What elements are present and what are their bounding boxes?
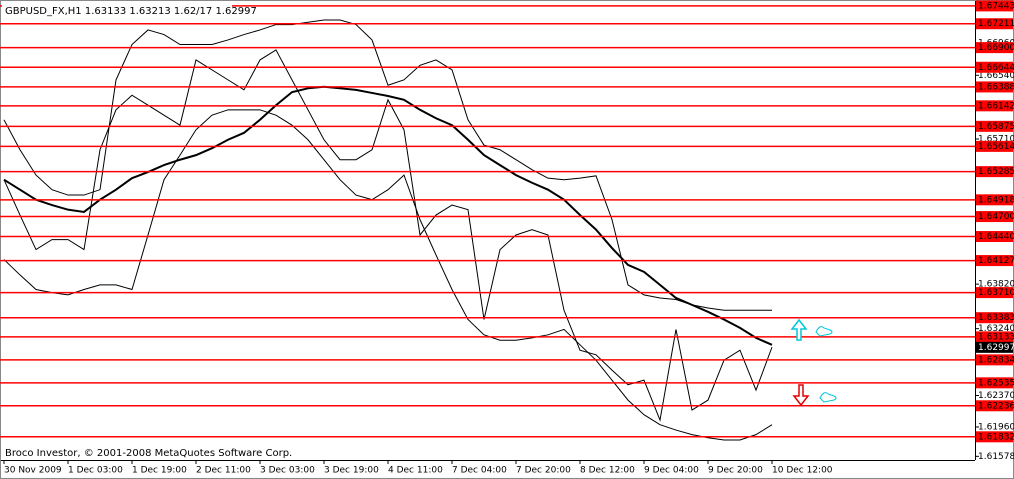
level-label-bg bbox=[976, 231, 1013, 243]
y-tick-label: 1.62370 bbox=[978, 391, 1014, 401]
buy-signal bbox=[790, 318, 833, 341]
level-label: 1.62535 bbox=[978, 378, 1014, 388]
level-label-bg bbox=[976, 431, 1013, 443]
x-tick-label: 9 Dec 04:00 bbox=[644, 466, 699, 476]
hand-icon bbox=[819, 392, 837, 403]
sell-signal bbox=[792, 384, 837, 407]
level-label-bg bbox=[976, 140, 1013, 152]
x-tick-label: 7 Dec 04:00 bbox=[452, 466, 507, 476]
level-label: 1.62236 bbox=[978, 401, 1014, 411]
level-label-bg bbox=[976, 42, 1013, 54]
level-label: 1.67443 bbox=[978, 1, 1014, 11]
x-tick-label: 4 Dec 11:00 bbox=[388, 466, 443, 476]
x-tick-label: 8 Dec 12:00 bbox=[580, 466, 635, 476]
level-label: 1.63383 bbox=[978, 313, 1014, 323]
level-label-bg bbox=[976, 81, 1013, 93]
level-label: 1.64440 bbox=[978, 232, 1014, 242]
y-tick-label: 1.65710 bbox=[978, 134, 1014, 144]
price-line bbox=[3, 49, 773, 422]
level-label: 1.66644 bbox=[978, 63, 1014, 73]
y-tick-label: 1.61960 bbox=[978, 422, 1014, 432]
level-label-bg bbox=[976, 18, 1013, 30]
level-label: 1.63710 bbox=[978, 288, 1014, 298]
price-line bbox=[3, 85, 773, 346]
down-arrow bbox=[792, 384, 810, 407]
current-price-bg bbox=[976, 341, 1013, 353]
x-tick-label: 10 Dec 12:00 bbox=[772, 466, 833, 476]
level-label-bg bbox=[976, 331, 1013, 343]
chart-title: GBPUSD_FX,H1 1.63133 1.63213 1.62/17 1.6… bbox=[5, 6, 257, 17]
hand-icon bbox=[815, 326, 833, 337]
level-label-bg bbox=[976, 312, 1013, 324]
level-label: 1.67211 bbox=[978, 19, 1014, 29]
level-label: 1.66142 bbox=[978, 101, 1014, 111]
price-line bbox=[3, 109, 773, 441]
x-tick-label: 30 Nov 2009 bbox=[4, 466, 62, 476]
level-label-bg bbox=[976, 377, 1013, 389]
x-tick-label: 1 Dec 03:00 bbox=[68, 466, 123, 476]
footer: Broco Investor, © 2001-2008 MetaQuotes S… bbox=[5, 448, 292, 459]
level-label-bg bbox=[976, 0, 1013, 12]
level-label: 1.64127 bbox=[978, 256, 1014, 266]
y-tick-label: 1.61578 bbox=[978, 452, 1014, 462]
level-label: 1.66900 bbox=[978, 43, 1014, 53]
x-tick-label: 1 Dec 19:00 bbox=[132, 466, 187, 476]
x-tick-label: 7 Dec 20:00 bbox=[516, 466, 571, 476]
footer-bg bbox=[2, 446, 272, 459]
level-label-bg bbox=[976, 166, 1013, 178]
title-bg bbox=[2, 4, 232, 17]
level-label-bg bbox=[976, 100, 1013, 112]
level-label: 1.62834 bbox=[978, 355, 1014, 365]
x-tick-label: 2 Dec 11:00 bbox=[196, 466, 251, 476]
level-label-bg bbox=[976, 255, 1013, 267]
y-tick-label: 1.66540 bbox=[978, 71, 1014, 81]
price-line bbox=[3, 19, 772, 311]
level-label-bg bbox=[976, 194, 1013, 206]
level-label-bg bbox=[976, 400, 1013, 412]
level-label-bg bbox=[976, 354, 1013, 366]
level-label: 1.66388 bbox=[978, 82, 1014, 92]
level-label: 1.61832 bbox=[978, 432, 1014, 442]
level-label-bg bbox=[976, 211, 1013, 223]
level-label: 1.64700 bbox=[978, 212, 1014, 222]
y-tick-label: 1.63820 bbox=[978, 280, 1014, 290]
level-label-bg bbox=[976, 287, 1013, 299]
y-tick-label: 1.63240 bbox=[978, 324, 1014, 334]
level-label-bg bbox=[976, 61, 1013, 73]
level-label: 1.65285 bbox=[978, 167, 1014, 177]
level-label: 1.65614 bbox=[978, 142, 1014, 152]
level-label: 1.63133 bbox=[978, 332, 1014, 342]
level-label-bg bbox=[976, 120, 1013, 132]
level-label: 1.65875 bbox=[978, 122, 1014, 132]
x-tick-label: 9 Dec 20:00 bbox=[708, 466, 763, 476]
current-price-label: 1.62997 bbox=[978, 343, 1014, 353]
level-label: 1.64918 bbox=[978, 195, 1014, 205]
x-tick-label: 3 Dec 19:00 bbox=[324, 466, 379, 476]
up-arrow bbox=[790, 318, 808, 341]
x-tick-label: 3 Dec 03:00 bbox=[260, 466, 315, 476]
